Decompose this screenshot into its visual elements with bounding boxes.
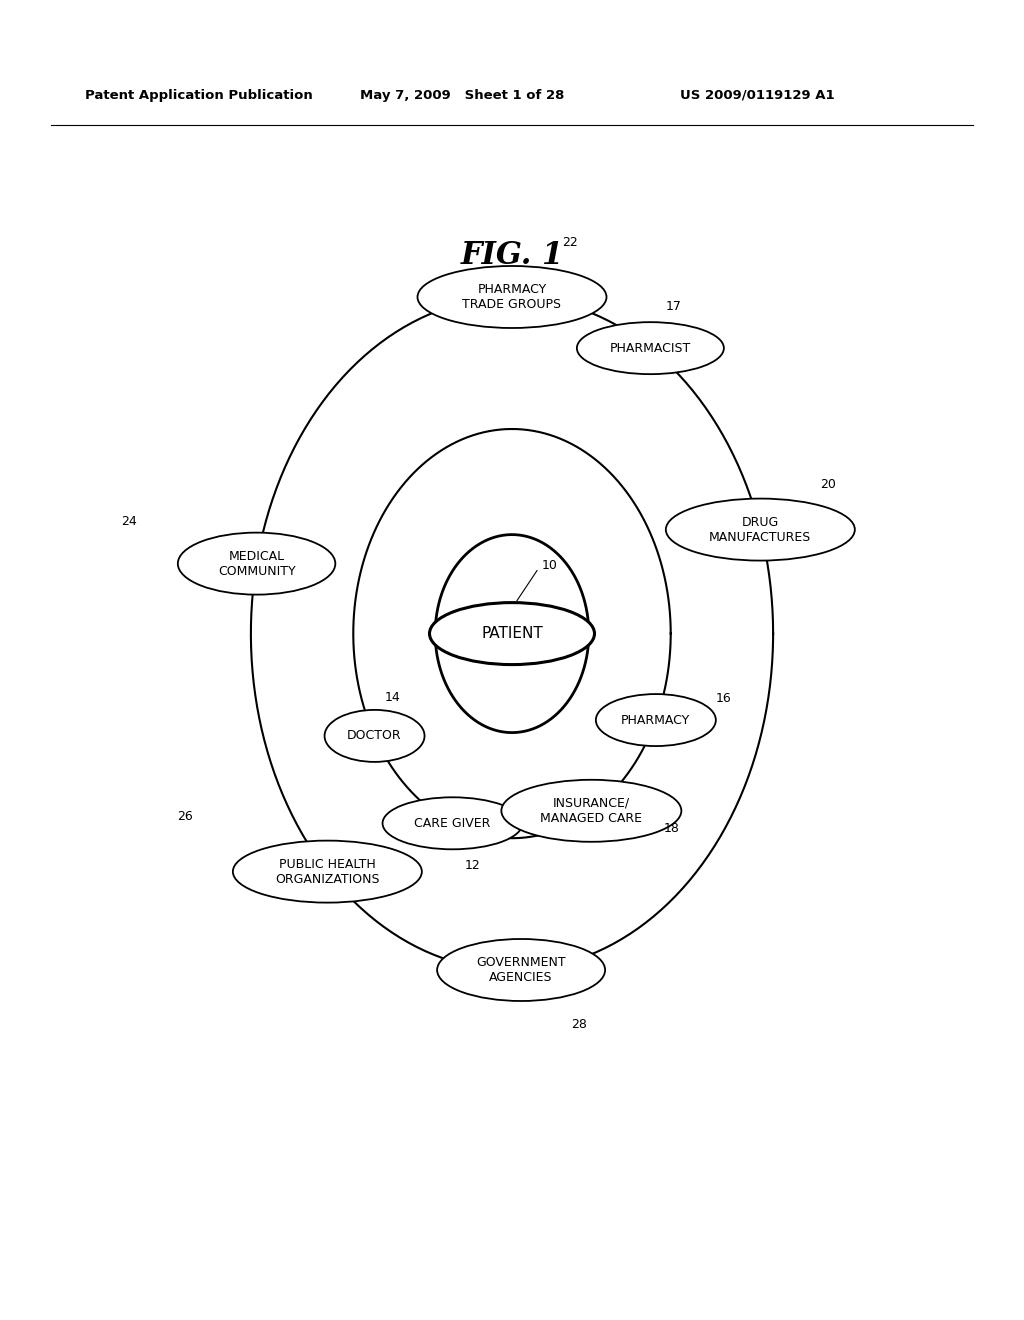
- Text: 22: 22: [562, 235, 578, 248]
- Ellipse shape: [437, 939, 605, 1001]
- Text: US 2009/0119129 A1: US 2009/0119129 A1: [680, 88, 835, 102]
- Ellipse shape: [178, 532, 335, 594]
- Ellipse shape: [418, 267, 606, 327]
- Ellipse shape: [502, 780, 681, 842]
- Ellipse shape: [232, 841, 422, 903]
- Text: 24: 24: [122, 515, 137, 528]
- Text: 18: 18: [664, 822, 679, 836]
- Text: 26: 26: [177, 810, 194, 824]
- Ellipse shape: [383, 797, 522, 849]
- Text: May 7, 2009   Sheet 1 of 28: May 7, 2009 Sheet 1 of 28: [360, 88, 564, 102]
- Text: DOCTOR: DOCTOR: [347, 730, 401, 742]
- Text: GOVERNMENT
AGENCIES: GOVERNMENT AGENCIES: [476, 956, 566, 983]
- Text: DRUG
MANUFACTURES: DRUG MANUFACTURES: [710, 516, 811, 544]
- Text: Patent Application Publication: Patent Application Publication: [85, 88, 312, 102]
- Text: INSURANCE/
MANAGED CARE: INSURANCE/ MANAGED CARE: [541, 797, 642, 825]
- Text: 10: 10: [542, 560, 558, 572]
- Text: FIG. 1: FIG. 1: [461, 239, 563, 271]
- Ellipse shape: [429, 603, 595, 664]
- Text: PHARMACY: PHARMACY: [622, 714, 690, 726]
- Text: PHARMACY
TRADE GROUPS: PHARMACY TRADE GROUPS: [463, 282, 561, 312]
- Text: PATIENT: PATIENT: [481, 626, 543, 642]
- Text: 20: 20: [820, 478, 837, 491]
- Text: PUBLIC HEALTH
ORGANIZATIONS: PUBLIC HEALTH ORGANIZATIONS: [275, 858, 380, 886]
- Text: 16: 16: [716, 692, 731, 705]
- Ellipse shape: [325, 710, 425, 762]
- Text: 28: 28: [571, 1019, 587, 1031]
- Ellipse shape: [596, 694, 716, 746]
- Text: 17: 17: [666, 300, 681, 313]
- Text: PHARMACIST: PHARMACIST: [609, 342, 691, 355]
- Text: 14: 14: [385, 692, 400, 705]
- Ellipse shape: [666, 499, 855, 561]
- Ellipse shape: [577, 322, 724, 374]
- Text: MEDICAL
COMMUNITY: MEDICAL COMMUNITY: [218, 549, 295, 578]
- Text: CARE GIVER: CARE GIVER: [415, 817, 490, 830]
- Text: 12: 12: [465, 859, 480, 871]
